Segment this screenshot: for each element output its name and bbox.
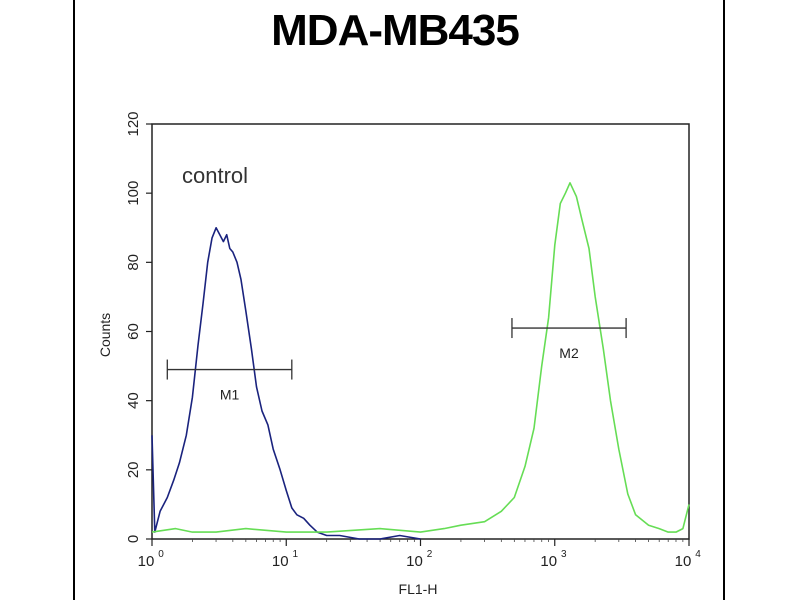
y-tick-label: 120: [125, 111, 142, 136]
y-axis-label: Counts: [97, 313, 113, 357]
marker-label: M2: [559, 345, 579, 361]
marker-label: M1: [220, 387, 240, 403]
y-tick-label: 60: [125, 323, 142, 340]
series-group: [151, 182, 690, 540]
sample-histogram-line: [151, 182, 690, 533]
x-tick-label: 10: [138, 553, 155, 570]
x-tick-exponent: 3: [561, 549, 567, 560]
y-tick-label: 80: [125, 254, 142, 271]
x-axis-label: FL1-H: [399, 581, 438, 597]
x-tick-label: 10: [540, 553, 557, 570]
y-axis: 0 20 40 60 80 100 120: [125, 111, 152, 543]
x-axis: 10 0 10 1 10 2 10 3 10 4: [138, 539, 701, 570]
marker-group: M1 M2: [166, 318, 627, 403]
x-tick-exponent: 0: [158, 549, 164, 560]
x-tick-label: 10: [272, 553, 289, 570]
x-tick-label: 10: [406, 553, 423, 570]
control-annotation: control: [182, 163, 248, 188]
control-histogram-line: [151, 227, 421, 540]
y-tick-label: 40: [125, 392, 142, 409]
x-tick-label: 10: [675, 553, 692, 570]
x-tick-exponent: 4: [695, 549, 701, 560]
x-tick-exponent: 1: [292, 549, 298, 560]
x-tick-exponent: 2: [427, 549, 433, 560]
figure-frame: [73, 0, 725, 600]
chart-title: MDA-MB435: [271, 6, 520, 55]
y-tick-label: 20: [125, 461, 142, 478]
y-tick-label: 0: [125, 535, 142, 543]
y-tick-label: 100: [125, 181, 142, 206]
